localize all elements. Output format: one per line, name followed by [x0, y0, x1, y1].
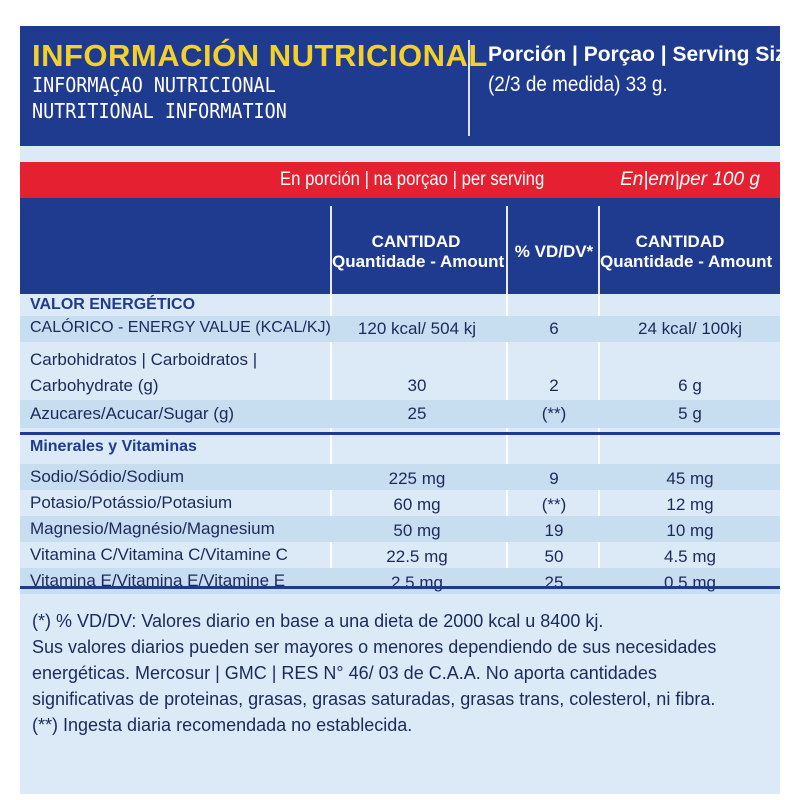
energy-section-title: VALOR ENERGÉTICO: [30, 296, 195, 314]
table-row: Azucares/Acucar/Sugar (g) 25 (**) 5 g: [20, 400, 780, 428]
header-titles: INFORMACIÓN NUTRICIONAL INFORMAÇAO NUTRI…: [32, 40, 472, 124]
header: INFORMACIÓN NUTRICIONAL INFORMAÇAO NUTRI…: [20, 26, 780, 146]
nutrient-per100: 0.5 mg: [600, 573, 780, 593]
amount-column-header: CANTIDAD Quantidade - Amount: [332, 232, 500, 272]
table-row: Vitamina C/Vitamina C/Vitamine C 22.5 mg…: [20, 542, 780, 568]
nutrient-per100: 6 g: [600, 376, 780, 396]
nutrient-amount: 25: [332, 404, 502, 424]
nutrient-per100: 4.5 mg: [600, 547, 780, 567]
nutrient-per100: 10 mg: [600, 521, 780, 541]
footnote-separator: [20, 586, 780, 589]
nutrient-vd: 9: [508, 469, 600, 489]
nutrient-vd: 50: [508, 547, 600, 567]
nutrient-per100: 5 g: [600, 404, 780, 424]
title-portuguese: INFORMAÇAO NUTRICIONAL: [32, 72, 437, 98]
title-spanish: INFORMACIÓN NUTRICIONAL: [32, 40, 472, 72]
nutrient-per100: 24 kcal/ 100kj: [600, 319, 780, 339]
section-separator: [20, 432, 780, 435]
per-serving-label: En porción | na porçao | per serving: [280, 168, 544, 192]
nutrient-name: Azucares/Acucar/Sugar (g): [30, 404, 234, 424]
nutrient-amount: 50 mg: [332, 521, 502, 541]
nutrient-amount: 22.5 mg: [332, 547, 502, 567]
nutrient-vd: 19: [508, 521, 600, 541]
per-100g-label: En|em|per 100 g: [610, 168, 770, 192]
nutrient-amount: 30: [332, 376, 502, 396]
nutrient-vd: (**): [508, 404, 600, 424]
nutrient-name: CALÓRICO - ENERGY VALUE (KCAL/KJ): [30, 319, 331, 337]
nutrient-amount: 120 kcal/ 504 kj: [332, 319, 502, 339]
vd-column-header: % VD/DV*: [508, 242, 600, 262]
column-header: CANTIDAD Quantidade - Amount % VD/DV* CA…: [20, 198, 780, 294]
nutrient-amount: 2.5 mg: [332, 573, 502, 593]
nutrient-amount: 225 mg: [332, 469, 502, 489]
footnote-line: energéticas. Mercosur | GMC | RES N° 46/…: [32, 660, 772, 686]
footnote-line: Sus valores diarios pueden ser mayores o…: [32, 634, 772, 660]
amount-column-subtitle: Quantidade - Amount: [332, 252, 500, 272]
amount100-column-header: CANTIDAD Quantidade - Amount: [600, 232, 760, 272]
nutrient-vd: 6: [508, 319, 600, 339]
nutrient-name: Vitamina C/Vitamina C/Vitamine C: [30, 545, 288, 565]
table-row: Vitamina E/Vitamina E/Vitamine E 2.5 mg …: [20, 568, 780, 594]
table-row: Sodio/Sódio/Sodium 225 mg 9 45 mg: [20, 464, 780, 490]
header-divider: [468, 40, 470, 136]
title-english: NUTRITIONAL INFORMATION: [32, 98, 437, 124]
nutrient-name: Carbohidratos | Carboidratos |: [30, 350, 257, 370]
serving-info: Porción | Porçao | Serving Size (2/3 de …: [488, 40, 778, 100]
table-row: Potasio/Potássio/Potasium 60 mg (**) 12 …: [20, 490, 780, 516]
serving-size-amount: (2/3 de medida) 33 g.: [488, 70, 749, 100]
minerals-section-title: Minerales y Vitaminas: [30, 438, 197, 456]
footnote-line: significativas de proteinas, grasas, gra…: [32, 686, 772, 712]
nutrient-name: Magnesio/Magnésio/Magnesium: [30, 519, 275, 539]
amount100-column-title: CANTIDAD: [600, 232, 760, 252]
nutrient-per100: 45 mg: [600, 469, 780, 489]
nutrient-vd: (**): [508, 495, 600, 515]
nutrient-vd: 25: [508, 573, 600, 593]
footnote: (*) % VD/DV: Valores diario en base a un…: [32, 608, 772, 738]
table-row: Carbohidratos | Carboidratos | Carbohydr…: [20, 342, 780, 400]
nutrient-per100: 12 mg: [600, 495, 780, 515]
table-row: CALÓRICO - ENERGY VALUE (KCAL/KJ) 120 kc…: [20, 316, 780, 342]
nutrient-name: Potasio/Potássio/Potasium: [30, 493, 232, 513]
table-row: Magnesio/Magnésio/Magnesium 50 mg 19 10 …: [20, 516, 780, 542]
amount100-column-subtitle: Quantidade - Amount: [600, 252, 760, 272]
footnote-line: (**) Ingesta diaria recomendada no estab…: [32, 712, 772, 738]
serving-size-label: Porción | Porçao | Serving Size: [488, 40, 778, 70]
amount-column-title: CANTIDAD: [332, 232, 500, 252]
nutrition-panel: INFORMACIÓN NUTRICIONAL INFORMAÇAO NUTRI…: [20, 26, 780, 794]
vd-column-title: % VD/DV*: [508, 242, 600, 262]
nutrient-name-line2: Carbohydrate (g): [30, 376, 159, 396]
per-serving-bar: En porción | na porçao | per serving En|…: [20, 162, 780, 198]
footnote-line: (*) % VD/DV: Valores diario en base a un…: [32, 608, 772, 634]
nutrient-amount: 60 mg: [332, 495, 502, 515]
nutrient-name: Sodio/Sódio/Sodium: [30, 467, 184, 487]
nutrient-vd: 2: [508, 376, 600, 396]
